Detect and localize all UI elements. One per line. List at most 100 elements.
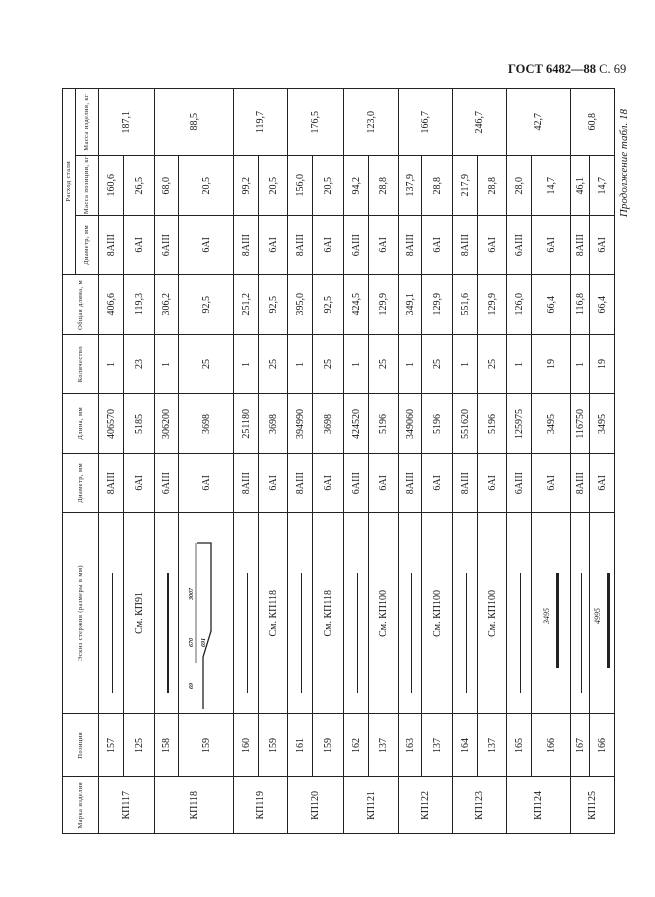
position-cell: 163 <box>398 713 422 777</box>
position-cell-text: 166 <box>545 737 557 753</box>
length-cell-text: 349060 <box>404 408 416 439</box>
total-length-cell-text: 126,0 <box>513 293 525 316</box>
sketch-cell <box>506 512 532 714</box>
position-cell: 159 <box>178 713 234 777</box>
header-mark: Марка изделия <box>62 776 99 834</box>
length-cell: 3495 <box>531 393 571 454</box>
steel-diameter-cell: 8АIII <box>98 215 124 275</box>
total-length-cell-text: 66,4 <box>545 295 557 314</box>
dimension-label: 691 <box>201 638 207 647</box>
total-length-cell-text: 251,2 <box>240 293 252 316</box>
sketch-cell <box>287 512 313 714</box>
dimension-label: 3007 <box>189 588 195 600</box>
quantity-cell-text: 19 <box>596 359 608 369</box>
header-sketch: Эскиз стержня (размеры в мм) <box>62 512 99 714</box>
rebar-line <box>580 573 582 693</box>
quantity-cell-text: 23 <box>133 359 145 369</box>
length-cell-text: 5196 <box>431 413 443 434</box>
diameter-cell: 6АI <box>477 453 507 513</box>
diameter-cell: 8АIII <box>570 453 590 513</box>
length-cell: 116750 <box>570 393 590 454</box>
position-cell-text: 137 <box>378 737 389 753</box>
steel-diameter-cell: 6АIII <box>343 215 369 275</box>
steel-diameter-cell: 6АIII <box>154 215 179 275</box>
steel-diameter-cell-text: 8АIII <box>404 233 416 257</box>
length-cell-text: 3495 <box>545 413 557 434</box>
length-cell-text: 3698 <box>267 413 279 434</box>
header-length-text: Длина, мм <box>76 407 84 440</box>
position-mass-cell-text: 20,5 <box>200 176 212 195</box>
rebar-line <box>111 573 113 693</box>
total-length-cell: 129,9 <box>421 274 453 335</box>
quantity-cell: 25 <box>258 334 288 394</box>
length-cell-text: 5185 <box>133 413 145 434</box>
steel-diameter-cell-text: 6АI <box>322 237 334 253</box>
diameter-cell: 6АI <box>368 453 399 513</box>
length-cell: 424520 <box>343 393 369 454</box>
total-length-cell: 66,4 <box>589 274 615 335</box>
item-mass-cell-text: 187,1 <box>121 110 132 134</box>
total-length-cell: 92,5 <box>312 274 344 335</box>
quantity-cell-text: 25 <box>431 359 443 369</box>
position-cell: 159 <box>258 713 288 777</box>
position-mass-cell: 94,2 <box>343 155 369 216</box>
item-mass-cell-text: 88,5 <box>188 113 200 131</box>
sketch-cell-text: См. КП100 <box>486 589 498 637</box>
quantity-cell-text: 1 <box>404 361 416 367</box>
length-cell: 394990 <box>287 393 313 454</box>
steel-diameter-cell: 6АI <box>589 215 615 275</box>
length-cell-text: 424520 <box>350 408 362 439</box>
sketch-cell: См. КП118 <box>312 512 344 714</box>
total-length-cell: 116,8 <box>570 274 590 335</box>
sketch-cell-text: См. КП118 <box>267 589 279 637</box>
item-mass-cell: 119,7 <box>233 88 288 156</box>
header-sketch-text: Эскиз стержня (размеры в мм) <box>76 565 84 661</box>
mark-cell: КП122 <box>398 776 453 834</box>
position-mass-cell-text: 14,7 <box>545 176 557 195</box>
total-length-cell: 406,6 <box>98 274 124 335</box>
mark-cell-text: КП117 <box>121 790 132 820</box>
total-length-cell: 66,4 <box>531 274 571 335</box>
diameter-cell-text: 6АIII <box>161 471 172 495</box>
length-cell: 3698 <box>312 393 344 454</box>
length-cell-text: 3495 <box>596 413 608 434</box>
position-cell: 167 <box>570 713 590 777</box>
length-cell-text: 306200 <box>161 408 172 439</box>
rebar-line <box>246 573 248 693</box>
position-mass-cell: 28,0 <box>506 155 532 216</box>
rebar-line <box>300 573 302 693</box>
position-mass-cell-text: 28,8 <box>378 176 389 195</box>
position-mass-cell-text: 137,9 <box>404 174 416 197</box>
length-cell: 5196 <box>477 393 507 454</box>
steel-diameter-cell-text: 8АIII <box>459 233 471 257</box>
steel-diameter-cell-text: 6АI <box>596 237 608 253</box>
position-cell: 161 <box>287 713 313 777</box>
steel-diameter-cell: 8АIII <box>570 215 590 275</box>
sketch-cell-text: См. КП100 <box>431 589 443 637</box>
steel-diameter-cell-text: 6АIII <box>513 233 525 257</box>
position-mass-cell-text: 217,9 <box>459 174 471 197</box>
quantity-cell-text: 25 <box>378 359 389 369</box>
diameter-cell-text: 8АIII <box>574 471 586 495</box>
steel-diameter-cell-text: 6АI <box>378 237 389 253</box>
total-length-cell: 126,0 <box>506 274 532 335</box>
total-length-cell-text: 395,0 <box>294 293 306 316</box>
steel-diameter-cell: 8АIII <box>398 215 422 275</box>
diameter-cell-text: 8АIII <box>240 471 252 495</box>
mark-cell: КП121 <box>343 776 399 834</box>
position-mass-cell-text: 28,8 <box>431 176 443 195</box>
quantity-cell: 1 <box>98 334 124 394</box>
diameter-cell: 8АIII <box>452 453 478 513</box>
diameter-cell-text: 6АI <box>200 475 212 491</box>
standard-number: ГОСТ 6482—88 <box>508 62 597 76</box>
diameter-cell: 6АIII <box>154 453 179 513</box>
diameter-cell-text: 6АI <box>486 475 498 491</box>
mark-cell-text: КП123 <box>474 790 485 820</box>
position-mass-cell-text: 20,5 <box>322 176 334 195</box>
steel-diameter-cell: 6АIII <box>506 215 532 275</box>
mark-cell: КП119 <box>233 776 288 834</box>
position-mass-cell: 20,5 <box>312 155 344 216</box>
quantity-cell: 25 <box>178 334 234 394</box>
total-length-cell-text: 116,8 <box>574 293 586 316</box>
page-number: С. 69 <box>599 62 627 76</box>
